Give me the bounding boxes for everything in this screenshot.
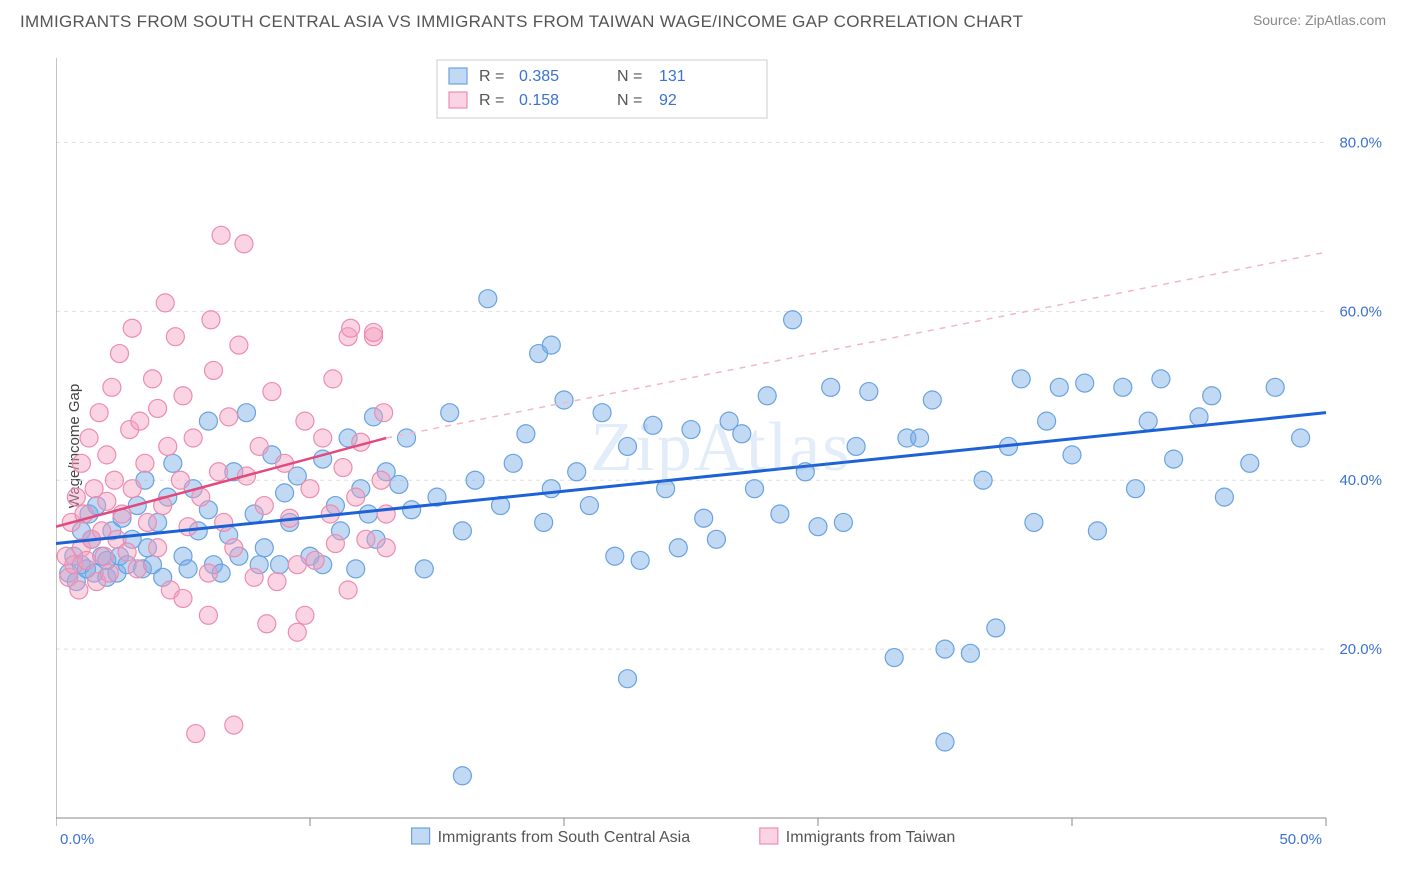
svg-text:50.0%: 50.0% xyxy=(1279,831,1322,848)
svg-text:60.0%: 60.0% xyxy=(1339,303,1382,320)
svg-text:92: 92 xyxy=(659,92,677,109)
svg-text:N =: N = xyxy=(617,92,642,109)
scatter-chart: 20.0% 40.0% 60.0% 80.0% 0.0% 50.0% R = 0.385 N =… xyxy=(56,48,1386,848)
chart-title: IMMIGRANTS FROM SOUTH CENTRAL ASIA VS IM… xyxy=(20,12,1023,32)
svg-text:R =: R = xyxy=(479,92,504,109)
svg-text:N =: N = xyxy=(617,68,642,85)
svg-text:R =: R = xyxy=(479,68,504,85)
svg-text:80.0%: 80.0% xyxy=(1339,134,1382,151)
chart-container: 20.0% 40.0% 60.0% 80.0% 0.0% 50.0% R = 0.385 N =… xyxy=(56,48,1386,848)
svg-text:Immigrants from Taiwan: Immigrants from Taiwan xyxy=(786,829,956,846)
svg-text:0.385: 0.385 xyxy=(519,68,559,85)
svg-text:0.158: 0.158 xyxy=(519,92,559,109)
svg-text:20.0%: 20.0% xyxy=(1339,641,1382,658)
svg-text:0.0%: 0.0% xyxy=(60,831,94,848)
source-text: Source: ZipAtlas.com xyxy=(1253,12,1386,28)
svg-text:131: 131 xyxy=(659,68,686,85)
svg-text:Immigrants from South Central: Immigrants from South Central Asia xyxy=(438,829,691,846)
svg-text:40.0%: 40.0% xyxy=(1339,472,1382,489)
